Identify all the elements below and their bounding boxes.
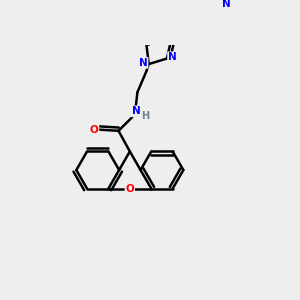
Text: N: N xyxy=(168,52,177,62)
Text: N: N xyxy=(222,0,230,9)
Text: H: H xyxy=(141,111,149,121)
Text: O: O xyxy=(125,184,134,194)
Text: N: N xyxy=(139,58,148,68)
Text: N: N xyxy=(132,106,140,116)
Text: O: O xyxy=(90,124,98,135)
